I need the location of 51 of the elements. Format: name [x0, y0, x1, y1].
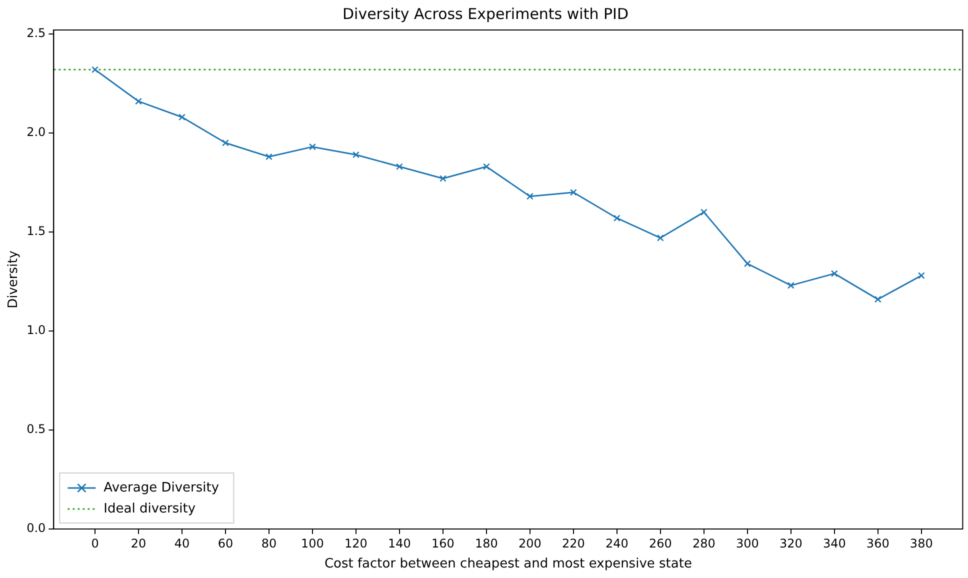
point — [482, 163, 490, 170]
point — [352, 151, 360, 158]
y-tick-label: 2.0 — [26, 125, 46, 140]
x-tick-label: 160 — [432, 536, 454, 550]
y-tick-label: 0.0 — [26, 521, 46, 536]
point — [266, 153, 272, 160]
x-tick-label: 200 — [518, 536, 542, 550]
point — [744, 260, 751, 268]
chart-title: Diversity Across Experiments with PID — [342, 4, 629, 23]
x-tick-label: 280 — [692, 536, 716, 550]
point — [613, 214, 620, 222]
x-tick-label: 40 — [174, 536, 190, 550]
x-tick-label: 140 — [388, 536, 411, 550]
x-axis-title: Cost factor between cheapest and most expensive state — [324, 556, 692, 572]
legend-label: Ideal diversity — [104, 501, 196, 516]
x-tick-label: 60 — [218, 536, 234, 550]
point — [830, 270, 838, 278]
x-tick-label: 220 — [562, 536, 585, 550]
x-tick-label: 380 — [910, 536, 933, 550]
point — [178, 114, 186, 121]
point — [92, 66, 98, 74]
x-tick-label: 120 — [344, 536, 368, 550]
point — [787, 282, 794, 289]
x-tick-label: 0 — [91, 536, 99, 550]
x-tick-label: 180 — [474, 536, 498, 550]
point — [656, 234, 664, 242]
point — [308, 143, 316, 150]
point — [700, 208, 708, 216]
x-tick-label: 260 — [648, 536, 672, 550]
x-tick-label: 240 — [605, 536, 628, 550]
point — [874, 296, 882, 303]
x-tick-label: 80 — [261, 536, 277, 550]
x-tick-label: 100 — [301, 536, 324, 550]
point — [918, 272, 925, 280]
x-tick-label: 20 — [130, 536, 146, 550]
point — [396, 163, 403, 170]
point — [526, 192, 534, 200]
point — [222, 139, 229, 146]
x-tick-label: 300 — [736, 536, 759, 550]
legend-label: Average Diversity — [104, 480, 220, 496]
point — [135, 98, 142, 105]
y-tick-label: 2.5 — [26, 26, 46, 40]
point — [570, 188, 577, 196]
y-tick-label: 0.5 — [26, 422, 46, 436]
y-tick-label: 1.5 — [26, 224, 46, 238]
point — [439, 175, 446, 182]
x-tick-label: 320 — [779, 536, 802, 550]
y-axis-title: Diversity — [6, 250, 22, 308]
x-tick-label: 340 — [822, 536, 846, 550]
y-tick-label: 1.0 — [26, 323, 46, 338]
x-tick-label: 360 — [866, 536, 890, 550]
